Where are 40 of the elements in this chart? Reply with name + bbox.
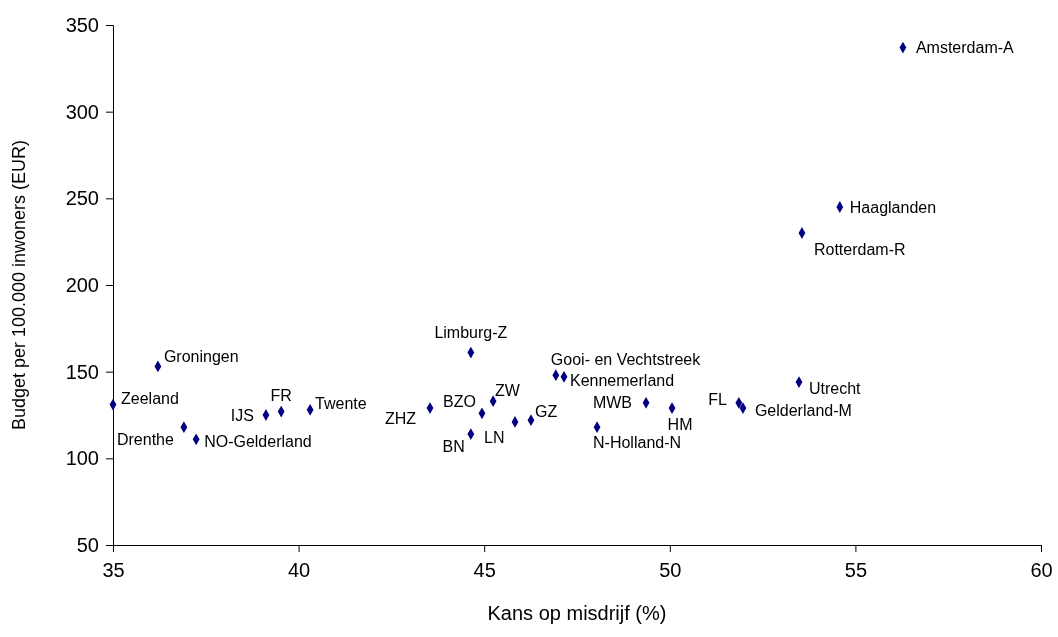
annotation: NO-Gelderland — [204, 432, 312, 450]
x-tick-label: 40 — [287, 559, 311, 581]
annotation: FL — [708, 391, 727, 409]
y-tick-label: 250 — [65, 187, 99, 210]
annotation: HM — [667, 415, 693, 433]
annotation: ZW — [495, 381, 521, 399]
annotation: Rotterdam-R — [813, 240, 906, 258]
annotation: MWB — [592, 394, 633, 412]
annotation: N-Holland-N — [593, 433, 682, 451]
y-tick-label: 150 — [65, 360, 99, 383]
annotation: BZO — [443, 392, 476, 410]
annotation: Haaglanden — [849, 198, 937, 216]
annotation: Amsterdam-A — [915, 39, 1015, 57]
y-axis-title: Budget per 100.000 inwoners (EUR) — [9, 139, 29, 431]
x-tick-label: 55 — [844, 559, 868, 581]
y-tick-label: 350 — [65, 13, 99, 36]
x-tick-label: 45 — [473, 559, 496, 581]
x-tick-label: 50 — [659, 559, 682, 581]
annotation: Utrecht — [808, 379, 862, 397]
annotation: Zeeland — [121, 390, 179, 408]
y-tick-label: 300 — [65, 100, 99, 123]
annotation: Groningen — [163, 347, 239, 365]
x-tick-label: 35 — [102, 559, 125, 581]
annotation: GZ — [534, 402, 558, 420]
x-axis-title: Kans op misdrijf (%) — [487, 602, 667, 624]
annotation: LN — [484, 429, 505, 447]
annotation: Gelderland-M — [754, 401, 852, 419]
annotation: Drenthe — [116, 430, 174, 448]
y-tick-label: 50 — [76, 533, 99, 556]
y-tick-label: 200 — [65, 273, 99, 296]
annotation: ZHZ — [384, 409, 417, 427]
annotation: IJS — [230, 406, 254, 424]
annotation: Gooi- en Vechtstreek — [550, 350, 702, 368]
annotation: BN — [442, 437, 465, 455]
annotation: FR — [270, 387, 292, 405]
annotation: Kennemerland — [570, 372, 675, 390]
annotation: Limburg-Z — [434, 324, 508, 342]
y-tick-label: 100 — [65, 447, 99, 470]
annotation: Twente — [315, 395, 367, 413]
x-tick-label: 60 — [1030, 559, 1053, 581]
